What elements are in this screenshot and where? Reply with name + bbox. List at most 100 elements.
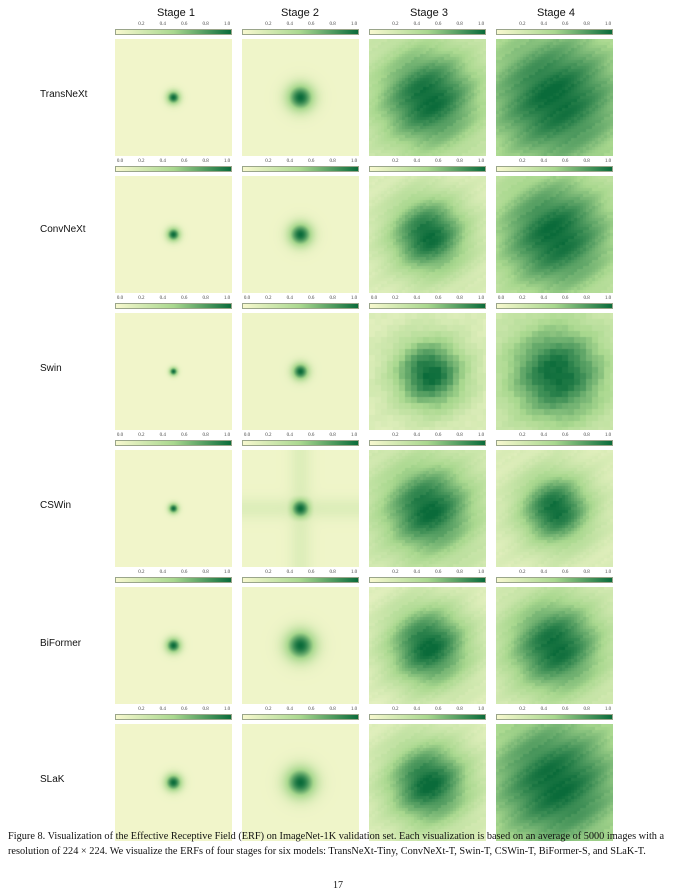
erf-heatmap [369,39,486,156]
erf-heatmap [369,313,486,430]
colorbar-tick: 0.2 [392,159,399,164]
colorbar-tick: 0.8 [456,570,463,575]
colorbar-tick: 0.0 [243,433,251,438]
colorbar-tick: 1.0 [604,22,612,27]
colorbar-tick: 0.4 [159,707,166,712]
model-label-slak: SLaK [40,774,65,785]
colorbar-tick: 0.6 [562,22,569,27]
colorbar [496,303,613,309]
colorbar-tick: 0.4 [159,22,166,27]
erf-heatmap [369,724,486,841]
colorbar-ticks: 0.0 0.2 0.4 0.6 0.8 1.0 [115,159,232,167]
colorbar-tick: 0.8 [329,570,336,575]
colorbar-tick: 0.4 [413,707,420,712]
colorbar-ticks: 0.2 0.4 0.6 0.8 1.0 [369,707,486,715]
colorbar-tick: 0.6 [308,22,315,27]
colorbar [115,303,232,309]
erf-heatmap [115,587,232,704]
colorbar [496,29,613,35]
colorbar-tick: 1.0 [223,159,231,164]
erf-heatmap [369,176,486,293]
colorbar-tick: 0.4 [286,296,293,301]
colorbar-tick: 0.2 [265,22,272,27]
colorbar-ticks: 0.2 0.4 0.6 0.8 1.0 [496,433,613,441]
erf-heatmap [242,39,359,156]
colorbar [369,29,486,35]
colorbar-tick: 0.2 [392,296,399,301]
colorbar-tick: 1.0 [604,296,612,301]
colorbar-tick: 0.4 [540,707,547,712]
colorbar-tick: 0.2 [519,296,526,301]
colorbar [115,577,232,583]
colorbar [115,166,232,172]
colorbar-tick: 0.6 [181,22,188,27]
colorbar-tick: 0.2 [265,707,272,712]
colorbar [115,440,232,446]
colorbar-tick: 0.6 [562,707,569,712]
colorbar-tick: 1.0 [223,433,231,438]
erf-heatmap [496,176,613,293]
colorbar-ticks: 0.2 0.4 0.6 0.8 1.0 [369,159,486,167]
colorbar-ticks: 0.2 0.4 0.6 0.8 1.0 [115,22,232,30]
colorbar [369,714,486,720]
colorbar-tick: 0.6 [435,296,442,301]
erf-heatmap [242,587,359,704]
erf-heatmap [115,176,232,293]
erf-heatmap [496,313,613,430]
colorbar-tick: 0.4 [286,570,293,575]
colorbar-tick: 0.4 [413,22,420,27]
stage-title-2: Stage 2 [281,7,319,19]
colorbar-ticks: 0.2 0.4 0.6 0.8 1.0 [369,22,486,30]
colorbar [242,166,359,172]
colorbar-tick: 0.2 [265,296,272,301]
colorbar-tick: 0.4 [413,570,420,575]
erf-heatmap [115,313,232,430]
model-label-transnext: TransNeXt [40,89,88,100]
colorbar-tick: 0.2 [265,570,272,575]
colorbar-tick: 0.6 [181,433,188,438]
colorbar-ticks: 0.2 0.4 0.6 0.8 1.0 [115,707,232,715]
colorbar-tick: 0.6 [181,296,188,301]
colorbar-tick: 0.0 [116,159,124,164]
colorbar-tick: 0.8 [583,296,590,301]
colorbar-tick: 0.8 [456,433,463,438]
colorbar-ticks: 0.0 0.2 0.4 0.6 0.8 1.0 [369,296,486,304]
colorbar [115,29,232,35]
colorbar-tick: 0.8 [202,159,209,164]
colorbar [242,440,359,446]
colorbar-ticks: 0.2 0.4 0.6 0.8 1.0 [496,159,613,167]
colorbar-tick: 0.6 [308,296,315,301]
colorbar-tick: 0.2 [392,22,399,27]
colorbar-tick: 0.8 [329,296,336,301]
colorbar [242,303,359,309]
colorbar-tick: 0.4 [159,570,166,575]
colorbar-tick: 0.4 [159,296,166,301]
erf-heatmap [242,450,359,567]
colorbar-tick: 1.0 [223,296,231,301]
colorbar-tick: 0.8 [329,707,336,712]
erf-heatmap [242,724,359,841]
colorbar-tick: 0.0 [116,433,124,438]
colorbar-tick: 0.8 [456,22,463,27]
colorbar-tick: 0.8 [202,570,209,575]
figure-caption: Figure 8. Visualization of the Effective… [8,831,665,857]
colorbar-tick: 0.6 [435,707,442,712]
colorbar-tick: 0.4 [540,159,547,164]
colorbar-tick: 0.4 [540,433,547,438]
colorbar [369,166,486,172]
colorbar-tick: 0.6 [308,707,315,712]
colorbar-tick: 0.2 [138,159,145,164]
colorbar-tick: 0.4 [540,296,547,301]
colorbar [369,440,486,446]
colorbar-tick: 0.4 [286,159,293,164]
colorbar-ticks: 0.2 0.4 0.6 0.8 1.0 [242,159,359,167]
colorbar-ticks: 0.2 0.4 0.6 0.8 1.0 [369,433,486,441]
model-label-biformer: BiFormer [40,638,82,649]
colorbar-tick: 0.0 [116,296,124,301]
colorbar [369,303,486,309]
colorbar-tick: 0.4 [286,433,293,438]
colorbar-ticks: 0.0 0.2 0.4 0.6 0.8 1.0 [242,433,359,441]
colorbar-tick: 0.2 [519,433,526,438]
colorbar-tick: 0.2 [265,433,272,438]
model-label-cswin: CSWin [40,500,72,511]
